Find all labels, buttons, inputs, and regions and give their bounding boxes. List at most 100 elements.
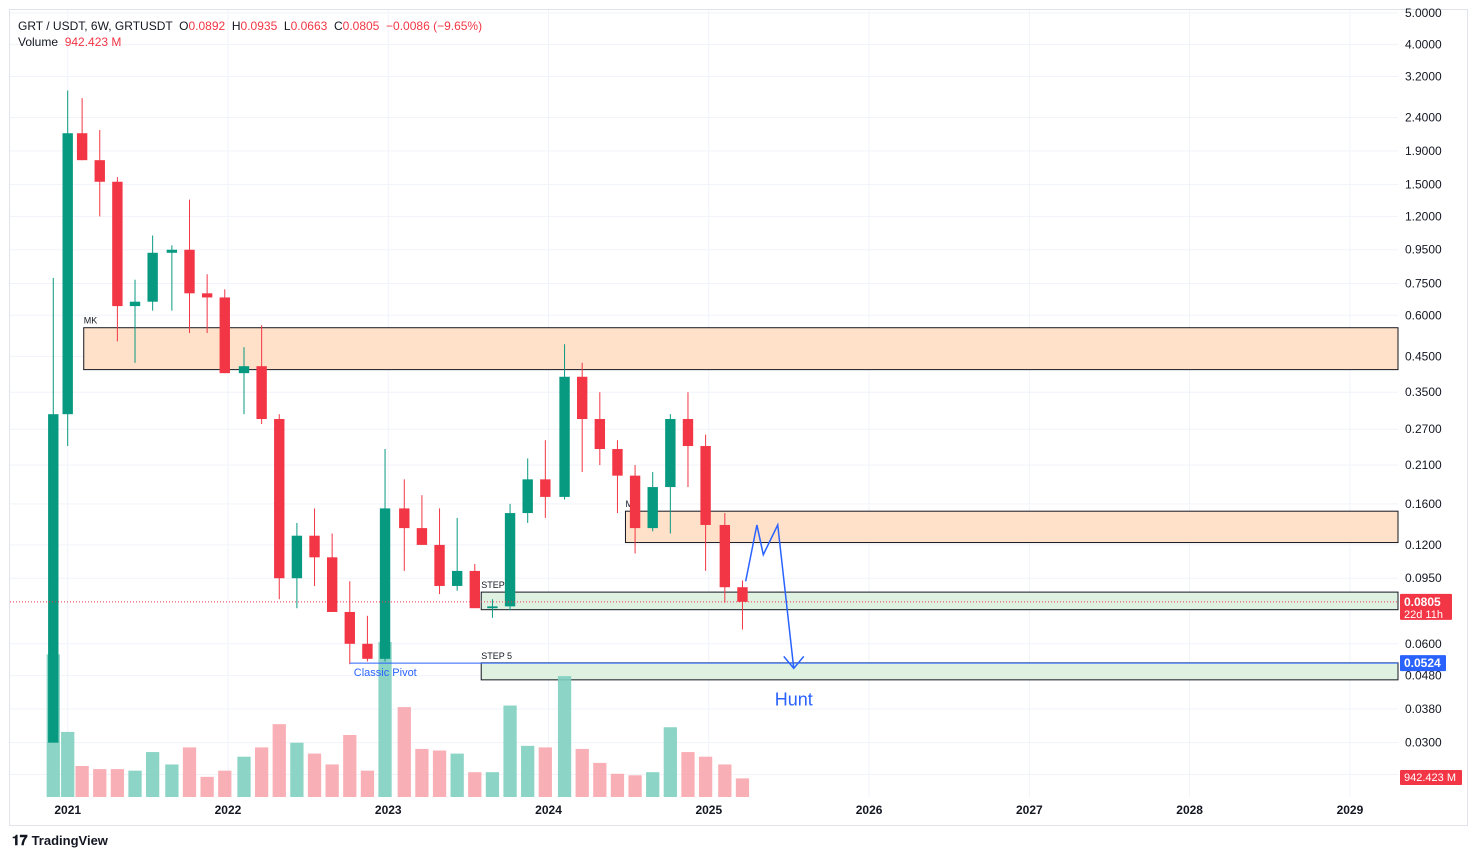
volume-bar [663, 727, 677, 797]
candle-body [719, 524, 731, 588]
price-badge-value: 0.0805 [1404, 595, 1441, 609]
candle-body [522, 479, 533, 514]
time-axis[interactable]: 2021 2022 2023 2024 2025 2026 2027 2028 2029 [54, 803, 1363, 817]
symbol-label[interactable]: GRT / USDT, 6W, GRTUSDT [18, 19, 173, 33]
volume-bar [557, 676, 572, 797]
volume-badge [1400, 770, 1462, 785]
brand-name: TradingView [31, 833, 108, 848]
volume-bar [538, 747, 552, 797]
y-tick-label: 0.0950 [1405, 571, 1442, 585]
candle-body [451, 570, 463, 586]
x-tick-label: 2022 [215, 803, 242, 817]
volume-bar [415, 748, 429, 797]
drawings-layer: Classic Pivot Hunt [10, 522, 1398, 709]
pivot-label: Classic Pivot [354, 667, 417, 679]
candle-body [48, 414, 59, 743]
y-tick-label: 0.2100 [1405, 458, 1442, 472]
candle-body [647, 487, 658, 529]
y-tick-label: 1.5000 [1405, 178, 1442, 192]
zone-box [480, 591, 1399, 611]
candle-body [201, 293, 213, 298]
volume-bars [46, 642, 750, 797]
volume-bar [200, 776, 214, 797]
candle-body [612, 449, 623, 476]
tradingview-logo-icon: 𝟏𝟕 [12, 832, 28, 848]
volume-bar [450, 753, 464, 797]
candle-body [629, 475, 641, 529]
volume-bar [307, 753, 322, 797]
volume-bar [698, 756, 713, 797]
x-tick-label: 2028 [1176, 803, 1203, 817]
candle-body [576, 376, 588, 420]
candle-body [326, 557, 338, 612]
y-tick-label: 0.7500 [1405, 276, 1442, 290]
volume-bar [503, 705, 517, 797]
volume-bar [485, 772, 500, 797]
x-tick-label: 2025 [695, 803, 722, 817]
volume-bar [272, 724, 286, 797]
y-tick-label: 2.4000 [1405, 111, 1442, 125]
pivot-badge [1400, 655, 1446, 672]
candle-body [540, 479, 551, 497]
arrow-head-icon [783, 655, 805, 670]
y-tick-label: 0.1200 [1405, 538, 1442, 552]
price-badge-countdown: 22d 11h [1404, 609, 1443, 621]
volume-bar [128, 770, 142, 797]
volume-label[interactable]: Volume [18, 35, 59, 49]
zone-box [624, 510, 1399, 544]
volume-bar [593, 762, 607, 797]
candle-body [379, 508, 391, 659]
zone-label: STEP [481, 580, 505, 590]
volume-bar [182, 747, 197, 797]
volume-bar [378, 642, 392, 797]
candle-body [94, 160, 105, 182]
candle-body [274, 419, 285, 579]
candle-body [309, 535, 320, 558]
volume-bar [146, 752, 160, 797]
volume-bar [432, 750, 447, 797]
candle-body [700, 446, 711, 525]
volume-bar [61, 731, 75, 797]
volume-bar [165, 764, 179, 797]
chart-legend: GRT / USDT, 6W, GRTUSDT O0.0892 H0.0935 … [18, 18, 482, 50]
y-tick-label: 0.4500 [1405, 349, 1442, 363]
candle-body [147, 252, 158, 302]
y-tick-label: 0.0300 [1405, 736, 1442, 750]
ohlc-row: GRT / USDT, 6W, GRTUSDT O0.0892 H0.0935 … [18, 19, 483, 33]
y-tick-label: 0.6000 [1405, 308, 1442, 322]
candle-body [238, 366, 250, 374]
candle-body [434, 544, 445, 586]
volume-bar [610, 773, 625, 797]
volume-bar [110, 769, 125, 797]
volume-bar [237, 756, 251, 797]
volume-bar [75, 766, 89, 797]
candle-body [594, 419, 606, 450]
y-tick-label: 1.9000 [1405, 144, 1442, 158]
y-tick-label: 0.9500 [1405, 243, 1442, 257]
y-tick-label: 1.2000 [1405, 209, 1442, 223]
zone-box [480, 662, 1399, 681]
candle-body [129, 301, 141, 307]
volume-bar [575, 748, 589, 797]
y-tick-label: 5.0000 [1405, 6, 1442, 20]
candle-body [62, 133, 73, 415]
volume-badge-value: 942.423 M [1404, 772, 1456, 784]
y-tick-label: 0.0600 [1405, 637, 1442, 651]
candle-body [219, 297, 230, 374]
volume-bar [735, 778, 750, 797]
candle-body [665, 419, 676, 488]
projection-path [744, 522, 795, 669]
y-tick-label: 4.0000 [1405, 38, 1442, 52]
zone-label: MK [84, 316, 98, 326]
volume-bar [397, 707, 411, 797]
zone-box [83, 327, 1399, 371]
tradingview-logo[interactable]: 𝟏𝟕 TradingView [12, 832, 108, 849]
volume-row: Volume 942.423 M [18, 34, 482, 50]
x-tick-label: 2024 [535, 803, 562, 817]
pivot-badge-value: 0.0524 [1404, 656, 1441, 670]
open-value: 0.0892 [188, 19, 226, 33]
candle-body [184, 249, 195, 294]
volume-bar [360, 770, 375, 797]
x-tick-label: 2026 [856, 803, 883, 817]
